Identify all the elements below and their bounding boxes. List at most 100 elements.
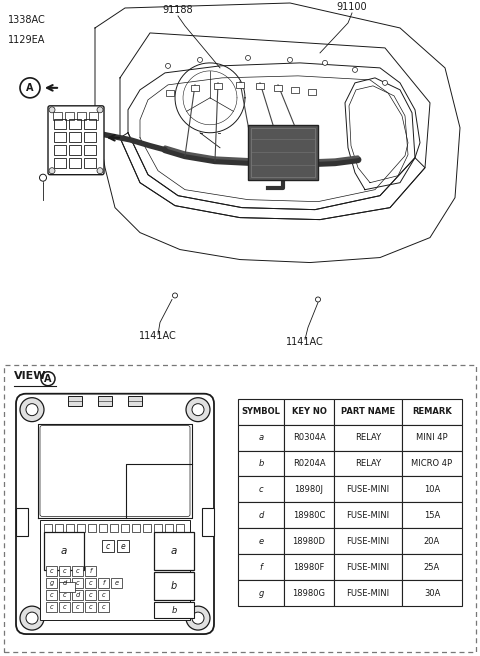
FancyBboxPatch shape xyxy=(48,106,104,174)
Bar xyxy=(110,524,118,532)
Bar xyxy=(59,578,70,588)
Bar xyxy=(102,541,114,552)
Bar xyxy=(238,502,284,528)
Circle shape xyxy=(192,403,204,416)
Text: SYMBOL: SYMBOL xyxy=(241,407,280,416)
Bar xyxy=(55,524,63,532)
Text: 1129EA: 1129EA xyxy=(8,35,46,45)
Text: A: A xyxy=(44,374,52,384)
Bar xyxy=(85,566,96,576)
Text: FUSE-MINI: FUSE-MINI xyxy=(347,485,390,494)
Bar xyxy=(291,87,299,93)
Bar xyxy=(238,424,284,451)
Bar xyxy=(72,590,83,600)
Text: d: d xyxy=(75,592,80,598)
Text: c: c xyxy=(102,592,105,598)
Bar xyxy=(132,524,140,532)
Circle shape xyxy=(39,174,47,181)
Text: PART NAME: PART NAME xyxy=(341,407,395,416)
Bar xyxy=(284,451,334,476)
Text: c: c xyxy=(76,580,79,586)
Bar xyxy=(334,580,402,606)
Bar xyxy=(334,502,402,528)
Bar xyxy=(274,85,282,91)
Text: A: A xyxy=(26,83,34,93)
Bar xyxy=(402,554,462,580)
Text: KEY NO: KEY NO xyxy=(291,407,326,416)
Bar xyxy=(402,424,462,451)
Bar xyxy=(65,112,74,120)
Text: RELAY: RELAY xyxy=(355,433,381,442)
Text: 25A: 25A xyxy=(424,563,440,572)
Bar xyxy=(98,396,112,405)
Text: 1141AC: 1141AC xyxy=(139,331,177,341)
Bar xyxy=(44,532,84,570)
Text: 18980C: 18980C xyxy=(293,511,325,520)
Bar xyxy=(68,396,82,405)
Bar xyxy=(334,476,402,502)
Text: a: a xyxy=(258,433,264,442)
Text: f: f xyxy=(89,568,92,574)
Bar xyxy=(238,476,284,502)
Text: f: f xyxy=(102,580,105,586)
Circle shape xyxy=(20,398,44,422)
Circle shape xyxy=(41,372,55,386)
Circle shape xyxy=(49,107,55,113)
Bar xyxy=(85,602,96,612)
Bar xyxy=(256,83,264,89)
Bar xyxy=(46,578,57,588)
Bar xyxy=(143,524,151,532)
Bar xyxy=(214,83,222,89)
Bar xyxy=(59,590,70,600)
Text: 18980F: 18980F xyxy=(293,563,324,572)
Text: c: c xyxy=(50,568,53,574)
Text: FUSE-MINI: FUSE-MINI xyxy=(347,511,390,520)
Bar xyxy=(251,128,315,176)
Bar xyxy=(54,157,66,168)
Bar xyxy=(54,132,66,142)
Text: g: g xyxy=(258,588,264,598)
Circle shape xyxy=(20,78,40,98)
Bar xyxy=(88,524,96,532)
Text: 1338AC: 1338AC xyxy=(8,15,46,25)
Bar xyxy=(69,119,81,129)
Bar xyxy=(85,578,96,588)
Bar xyxy=(284,502,334,528)
Text: 18980J: 18980J xyxy=(295,485,324,494)
Circle shape xyxy=(49,168,55,174)
Bar xyxy=(66,524,74,532)
Bar xyxy=(77,112,86,120)
Bar xyxy=(72,566,83,576)
Bar xyxy=(238,554,284,580)
Bar xyxy=(238,528,284,554)
Bar xyxy=(236,82,244,88)
Text: e: e xyxy=(114,580,119,586)
Text: c: c xyxy=(76,568,79,574)
Text: c: c xyxy=(63,568,66,574)
Text: 18980D: 18980D xyxy=(292,537,325,546)
Bar xyxy=(54,145,66,155)
Bar xyxy=(238,451,284,476)
Text: FUSE-MINI: FUSE-MINI xyxy=(347,563,390,572)
Circle shape xyxy=(26,403,38,416)
Bar xyxy=(334,554,402,580)
Text: d: d xyxy=(258,511,264,520)
Text: c: c xyxy=(50,604,53,610)
Bar xyxy=(84,145,96,155)
Text: c: c xyxy=(63,604,66,610)
Circle shape xyxy=(186,398,210,422)
Text: 10A: 10A xyxy=(424,485,440,494)
Circle shape xyxy=(245,55,251,60)
Bar xyxy=(84,157,96,168)
Text: c: c xyxy=(102,604,105,610)
Bar xyxy=(402,580,462,606)
Bar xyxy=(238,399,284,424)
Bar xyxy=(402,528,462,554)
Bar xyxy=(176,524,184,532)
Bar xyxy=(72,578,83,588)
Text: c: c xyxy=(63,592,66,598)
Text: REMARK: REMARK xyxy=(412,407,452,416)
Text: d: d xyxy=(62,580,67,586)
Text: 20A: 20A xyxy=(424,537,440,546)
Bar xyxy=(402,399,462,424)
